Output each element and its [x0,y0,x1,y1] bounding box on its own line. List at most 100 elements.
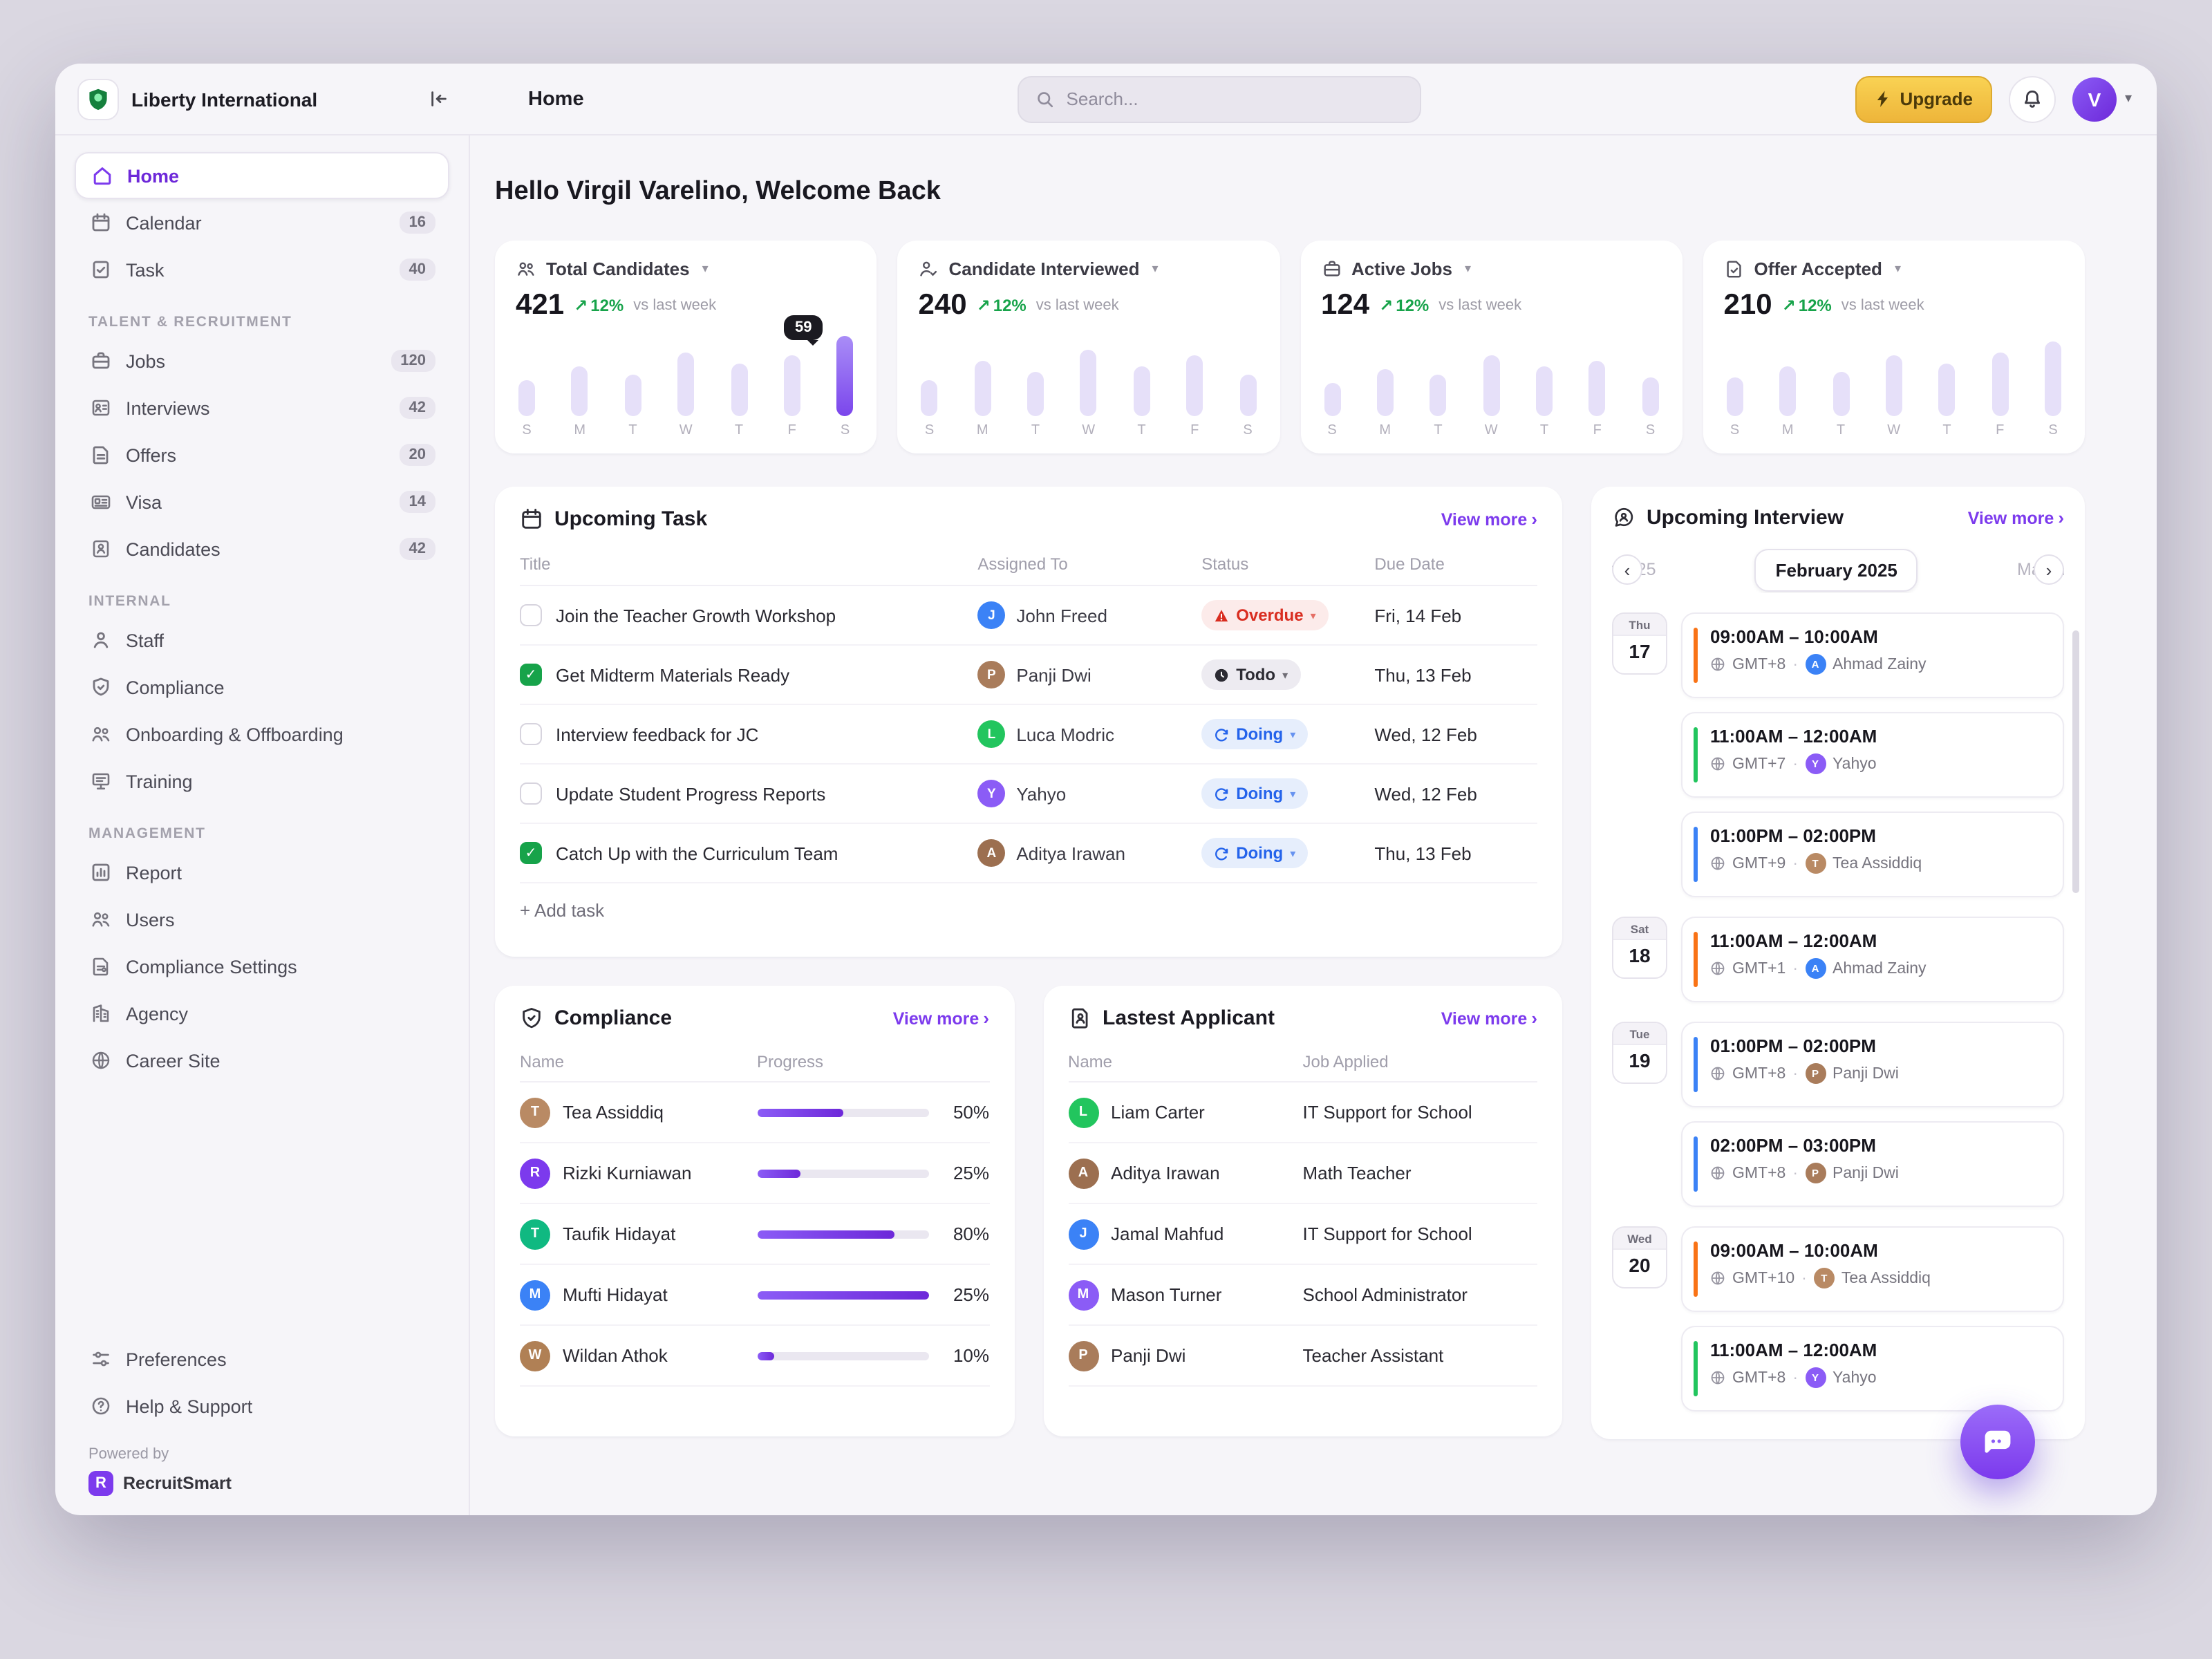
task-checkbox[interactable] [520,604,542,626]
sidebar-item-staff[interactable]: Staff [75,617,449,664]
user-menu[interactable]: V ▾ [2072,77,2132,121]
sidebar-item-task[interactable]: Task 40 [75,246,449,293]
interview-entry[interactable]: 02:00PM – 03:00PM GMT+8·PPanji Dwi [1681,1121,2064,1207]
bell-icon [2021,88,2043,110]
sidebar-item-offers[interactable]: Offers 20 [75,431,449,478]
chat-fab[interactable] [1960,1405,2035,1479]
day-labels: SMTWTFS [919,423,1259,438]
avatar: L [1068,1097,1098,1127]
bar [1239,375,1256,416]
person-name: Mufti Hidayat [563,1284,668,1305]
sidebar-item-career-site[interactable]: Career Site [75,1037,449,1084]
sidebar-item-jobs[interactable]: Jobs 120 [75,337,449,384]
interview-entry[interactable]: 09:00AM – 10:00AM GMT+8·AAhmad Zainy [1681,612,2064,698]
month-tab-february-active[interactable]: February 2025 [1755,548,1918,591]
left-column: Upcoming Task View more› Title Assigned … [495,487,1562,1439]
add-task-button[interactable]: + Add task [520,900,604,921]
sidebar-item-calendar[interactable]: Calendar 16 [75,199,449,246]
interview-entry[interactable]: 09:00AM – 10:00AM GMT+10·TTea Assiddiq [1681,1226,2064,1312]
sidebar-item-label: Interviews [126,397,386,418]
sidebar-item-interviews[interactable]: Interviews 42 [75,384,449,431]
column-header-title: Title [520,554,977,573]
view-more-interviews-link[interactable]: View more› [1968,507,2064,528]
stat-bar-chart [919,336,1259,416]
sidebar-collapse-button[interactable] [420,81,456,117]
sidebar-item-badge: 40 [400,259,436,281]
interview-entry[interactable]: 11:00AM – 12:00AM GMT+8·YYahyo [1681,1326,2064,1412]
compliance-shield-icon [520,1006,543,1030]
page: Liberty International Home Search... Upg… [0,0,2212,1659]
sidebar-item-training[interactable]: Training [75,758,449,805]
stat-card-candidate-interviewed: Candidate Interviewed ▾ 240 ↗12% vs last… [898,241,1280,453]
view-more-tasks-link[interactable]: View more› [1441,509,1537,529]
mid-grid: Upcoming Task View more› Title Assigned … [495,487,2085,1439]
sidebar-item-preferences[interactable]: Preferences [75,1335,449,1382]
person-document-icon [88,537,112,561]
entry-accent [1694,1136,1698,1192]
status-badge[interactable]: Overdue▾ [1201,600,1328,630]
task-checkbox[interactable] [520,782,542,805]
globe-icon [1710,1165,1725,1181]
chevron-down-icon[interactable]: ▾ [1152,261,1158,276]
sidebar-item-home[interactable]: Home [75,152,449,199]
status-badge[interactable]: Doing▾ [1201,778,1308,809]
users-icon [88,908,112,931]
avatar: Y [977,780,1005,807]
sidebar-item-candidates[interactable]: Candidates 42 [75,525,449,572]
avatar: L [977,720,1005,748]
prev-month-button[interactable]: ‹ [1612,554,1642,585]
sidebar-item-badge: 42 [400,397,436,419]
column-header-name: Name [520,1051,757,1071]
sidebar-item-agency[interactable]: Agency [75,990,449,1037]
bar [1080,350,1097,416]
day-chip: Tue 19 [1612,1022,1667,1084]
task-checkbox[interactable] [520,842,542,864]
status-badge[interactable]: Doing▾ [1201,838,1308,868]
interview-schedule: Thu 17 09:00AM – 10:00AM GMT+8·AAhmad Za… [1612,612,2064,1412]
presentation-icon [88,769,112,793]
timezone: GMT+8 [1732,1065,1785,1082]
notifications-button[interactable] [2009,75,2056,122]
bar [1779,366,1796,416]
interview-entry[interactable]: 11:00AM – 12:00AM GMT+1·AAhmad Zainy [1681,917,2064,1002]
view-more-compliance-link[interactable]: View more› [893,1008,989,1029]
sidebar-item-help[interactable]: Help & Support [75,1382,449,1430]
sidebar-item-label: Compliance Settings [126,956,435,977]
help-icon [88,1394,112,1418]
next-month-button[interactable]: › [2034,554,2064,585]
view-more-applicants-link[interactable]: View more› [1441,1008,1537,1029]
sidebar-item-compliance[interactable]: Compliance [75,664,449,711]
alert-icon [1214,608,1229,623]
scrollbar-thumb[interactable] [2072,630,2079,893]
upgrade-button[interactable]: Upgrade [1855,75,1991,122]
entry-accent [1694,628,1698,683]
person-name: Tea Assiddiq [563,1102,664,1123]
column-header-assigned: Assigned To [977,554,1201,573]
task-checkbox[interactable] [520,723,542,745]
chevron-down-icon: ▾ [1290,847,1295,859]
avatar: A [1805,654,1826,675]
task-checkbox[interactable] [520,664,542,686]
day-chip: Wed 20 [1612,1226,1667,1288]
interview-entry[interactable]: 01:00PM – 02:00PM GMT+8·PPanji Dwi [1681,1022,2064,1107]
status-badge[interactable]: Todo▾ [1201,659,1300,690]
sidebar-item-report[interactable]: Report [75,849,449,896]
sidebar-item-visa[interactable]: Visa 14 [75,478,449,525]
dot-separator: · [1792,656,1798,673]
powered-by: Powered by R RecruitSmart [88,1446,435,1496]
chevron-down-icon[interactable]: ▾ [702,261,709,276]
chevron-down-icon[interactable]: ▾ [1895,261,1901,276]
interview-entry[interactable]: 11:00AM – 12:00AM GMT+7·YYahyo [1681,712,2064,798]
entry-accent [1694,1341,1698,1396]
sidebar-item-compliance-settings[interactable]: Compliance Settings [75,943,449,990]
sidebar-item-label: Onboarding & Offboarding [126,724,435,744]
interview-entry[interactable]: 01:00PM – 02:00PM GMT+9·TTea Assiddiq [1681,812,2064,897]
sidebar-item-onboarding[interactable]: Onboarding & Offboarding [75,711,449,758]
avatar: W [520,1340,550,1371]
sidebar-item-users[interactable]: Users [75,896,449,943]
status-badge[interactable]: Doing▾ [1201,719,1308,749]
chevron-down-icon[interactable]: ▾ [1465,261,1471,276]
person-name: Wildan Athok [563,1345,668,1366]
document-icon [88,443,112,467]
search-input[interactable]: Search... [1018,75,1422,122]
